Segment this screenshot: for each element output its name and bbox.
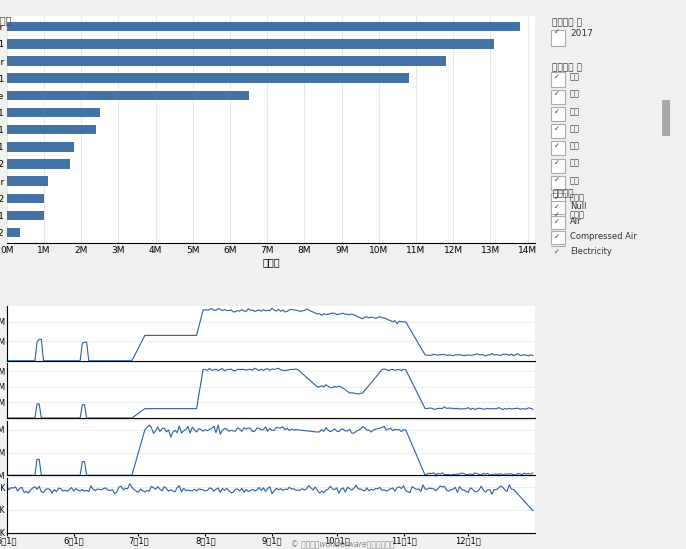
Text: 七月: 七月 xyxy=(570,124,580,133)
Text: ✓: ✓ xyxy=(554,234,560,240)
FancyBboxPatch shape xyxy=(551,30,565,46)
Text: ✓: ✓ xyxy=(554,212,560,218)
Bar xyxy=(7,108,100,117)
Text: 十月: 十月 xyxy=(570,176,580,185)
Text: ✓: ✓ xyxy=(554,74,560,80)
FancyBboxPatch shape xyxy=(551,176,565,190)
FancyBboxPatch shape xyxy=(551,245,565,259)
Text: © 高成新潮wonderware软件技术支持: © 高成新潮wonderware软件技术支持 xyxy=(292,539,394,548)
Text: 八月: 八月 xyxy=(570,142,580,150)
Text: 五月: 五月 xyxy=(570,90,580,99)
FancyBboxPatch shape xyxy=(551,72,565,87)
FancyBboxPatch shape xyxy=(551,89,565,104)
Bar xyxy=(7,211,44,220)
FancyBboxPatch shape xyxy=(551,201,565,214)
FancyBboxPatch shape xyxy=(551,216,565,229)
Text: 六月: 六月 xyxy=(570,107,580,116)
Bar xyxy=(7,39,494,49)
Text: ✓: ✓ xyxy=(554,204,560,210)
X-axis label: 消耗量: 消耗量 xyxy=(262,257,280,267)
Text: Null: Null xyxy=(570,203,587,211)
Text: 能源介质: 能源介质 xyxy=(552,189,573,198)
FancyBboxPatch shape xyxy=(551,231,565,244)
Text: 开始时间 月: 开始时间 月 xyxy=(552,63,582,72)
FancyBboxPatch shape xyxy=(663,100,670,136)
Text: ✓: ✓ xyxy=(554,249,560,255)
Text: 九月: 九月 xyxy=(570,159,580,168)
Bar xyxy=(7,57,446,66)
Text: ✓: ✓ xyxy=(554,219,560,225)
Text: Compressed Air: Compressed Air xyxy=(570,232,637,241)
Bar xyxy=(7,176,48,186)
FancyBboxPatch shape xyxy=(551,210,565,225)
Text: 2017: 2017 xyxy=(570,29,593,38)
Bar xyxy=(7,142,74,152)
Text: ✓: ✓ xyxy=(554,177,560,183)
Text: ✓: ✓ xyxy=(554,29,560,35)
Text: Electricity: Electricity xyxy=(570,247,612,256)
FancyBboxPatch shape xyxy=(551,107,565,121)
Text: ✓: ✓ xyxy=(554,143,560,149)
Text: ✓: ✓ xyxy=(554,126,560,132)
Text: ✓: ✓ xyxy=(554,91,560,97)
Bar xyxy=(7,91,248,100)
Text: ✓: ✓ xyxy=(554,195,560,201)
Bar xyxy=(7,125,96,135)
Text: ✓: ✓ xyxy=(554,109,560,115)
Text: Air: Air xyxy=(570,217,582,226)
Text: 设备名称: 设备名称 xyxy=(0,15,12,25)
Bar xyxy=(7,74,409,83)
Bar xyxy=(7,193,44,203)
Text: 开始时间 年: 开始时间 年 xyxy=(552,18,582,27)
FancyBboxPatch shape xyxy=(551,124,565,138)
Text: 四月: 四月 xyxy=(570,72,580,82)
Text: 十二月: 十二月 xyxy=(570,210,585,220)
FancyBboxPatch shape xyxy=(551,141,565,155)
Text: ✓: ✓ xyxy=(554,160,560,166)
Bar xyxy=(7,159,70,169)
FancyBboxPatch shape xyxy=(551,193,565,207)
Bar xyxy=(7,22,520,31)
FancyBboxPatch shape xyxy=(551,159,565,173)
Text: 十一月: 十一月 xyxy=(570,193,585,202)
Bar xyxy=(7,228,20,237)
